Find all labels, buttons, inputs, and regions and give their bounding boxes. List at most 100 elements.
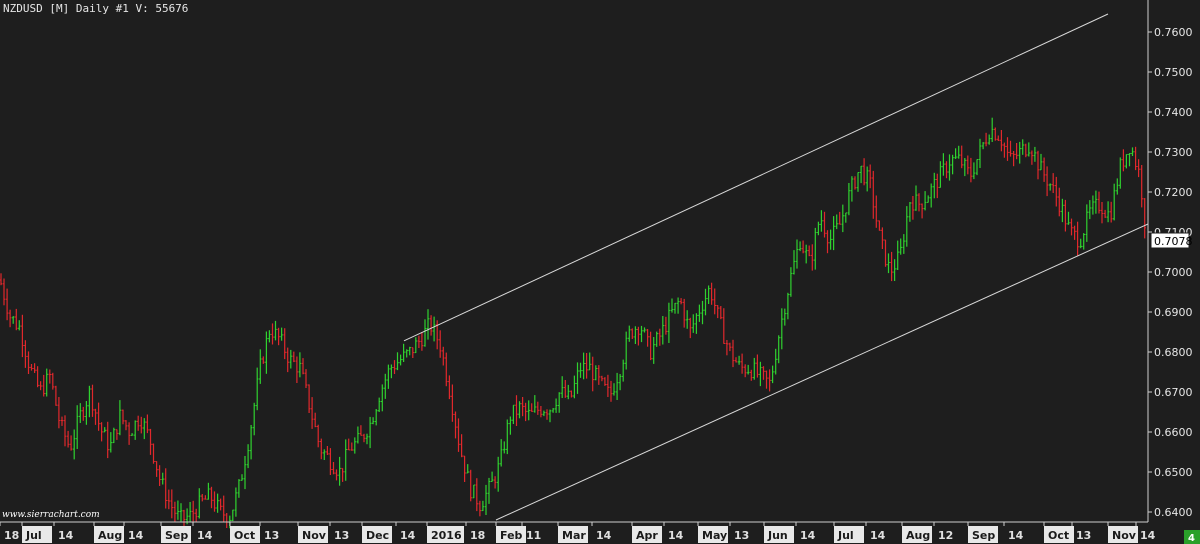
ohlc-bar bbox=[216, 493, 219, 513]
ohlc-bar bbox=[198, 488, 201, 519]
ohlc-bar bbox=[1125, 154, 1128, 169]
ohlc-bar bbox=[1140, 165, 1143, 208]
time-tick-box bbox=[94, 526, 124, 543]
ohlc-bar bbox=[679, 298, 683, 305]
ohlc-bar bbox=[939, 161, 942, 188]
ohlc-bar bbox=[1128, 153, 1131, 167]
ohlc-bar bbox=[1079, 238, 1082, 249]
ohlc-bar bbox=[295, 356, 299, 383]
ohlc-bar bbox=[246, 444, 250, 469]
ohlc-bar bbox=[933, 172, 936, 199]
ohlc-bar bbox=[1045, 166, 1049, 197]
ohlc-bar bbox=[243, 456, 247, 490]
ohlc-bar bbox=[643, 327, 646, 333]
ohlc-bar bbox=[609, 380, 613, 402]
ohlc-bar bbox=[210, 486, 213, 509]
ohlc-bar bbox=[975, 159, 979, 176]
channel-lower-line[interactable] bbox=[495, 223, 1149, 521]
price-tick-label: 0.7300 bbox=[1154, 146, 1193, 159]
ohlc-bar bbox=[140, 416, 143, 434]
ohlc-bar bbox=[731, 339, 735, 368]
time-axis[interactable]: 18 Jul 14 Aug 14 Sep 14 Oct 13 Nov 13 Dec 14 2016 18 Fe… bbox=[0, 521, 1156, 543]
price-tick-label: 0.7600 bbox=[1154, 26, 1193, 39]
ohlc-bar bbox=[853, 176, 857, 190]
time-tick-label: 14 bbox=[870, 529, 886, 542]
time-tick-box bbox=[427, 526, 464, 543]
ohlc-bar bbox=[384, 373, 387, 399]
ohlc-bar bbox=[917, 193, 921, 212]
ohlc-bar bbox=[1051, 173, 1055, 193]
ohlc-bar bbox=[170, 489, 174, 519]
time-tick-box bbox=[1044, 526, 1074, 543]
ohlc-bar bbox=[585, 353, 588, 379]
ohlc-bar bbox=[66, 430, 70, 448]
ohlc-bar bbox=[414, 337, 418, 354]
ohlc-bar bbox=[838, 211, 841, 225]
ohlc-bar bbox=[856, 172, 860, 192]
ohlc-bar bbox=[859, 165, 863, 184]
time-tick-box bbox=[230, 526, 260, 543]
time-tick-label: Dec bbox=[366, 529, 389, 542]
ohlc-bar bbox=[127, 422, 131, 445]
ohlc-bar bbox=[146, 414, 149, 434]
ohlc-bar bbox=[88, 385, 91, 418]
ohlc-bar bbox=[320, 438, 323, 460]
ohlc-bar bbox=[847, 183, 851, 216]
ohlc-bar bbox=[774, 348, 777, 375]
ohlc-bar bbox=[896, 240, 899, 270]
ohlc-bar bbox=[304, 369, 308, 388]
ohlc-bar bbox=[795, 239, 799, 269]
time-tick-label: Jul bbox=[837, 529, 854, 542]
ohlc-bar bbox=[1015, 143, 1018, 160]
ohlc-bar bbox=[911, 196, 915, 220]
ohlc-bar bbox=[920, 203, 924, 219]
ohlc-bar bbox=[981, 142, 985, 150]
ohlc-bar bbox=[560, 376, 564, 398]
ohlc-bar bbox=[841, 204, 845, 233]
ohlc-bar bbox=[722, 308, 726, 344]
ohlc-bar bbox=[1073, 225, 1076, 240]
ohlc-bar bbox=[963, 158, 967, 177]
ohlc-bar bbox=[323, 449, 326, 460]
ohlc-bar bbox=[417, 335, 421, 348]
ohlc-bar bbox=[957, 145, 960, 159]
ohlc-bar bbox=[33, 363, 36, 373]
ohlc-bar bbox=[628, 325, 631, 342]
ohlc-bar bbox=[789, 267, 793, 297]
ohlc-bar bbox=[771, 365, 774, 384]
ohlc-bar bbox=[832, 216, 835, 251]
time-tick-box bbox=[298, 526, 328, 543]
ohlc-bar bbox=[829, 229, 832, 250]
ohlc-bar bbox=[268, 330, 271, 343]
ohlc-bar bbox=[207, 482, 210, 500]
ohlc-bar bbox=[1094, 190, 1098, 214]
ohlc-bar bbox=[591, 356, 594, 392]
corner-badge[interactable]: 4 bbox=[1184, 530, 1200, 544]
ohlc-bar bbox=[1012, 151, 1015, 167]
ohlc-bar bbox=[405, 349, 408, 358]
ohlc-bar bbox=[103, 427, 106, 433]
channel-upper-line[interactable] bbox=[403, 13, 1109, 342]
ohlc-bar bbox=[548, 409, 552, 423]
ohlc-bar bbox=[792, 250, 796, 275]
time-tick-box bbox=[161, 526, 191, 543]
ohlc-bar bbox=[191, 500, 195, 522]
time-tick-box bbox=[22, 526, 52, 543]
ohlc-bar bbox=[746, 364, 750, 375]
ohlc-bar bbox=[1058, 187, 1061, 217]
ohlc-bar bbox=[649, 331, 652, 361]
ohlc-bar bbox=[466, 464, 469, 474]
ohlc-bar bbox=[106, 421, 109, 459]
ohlc-bar bbox=[579, 362, 582, 378]
ohlc-bar bbox=[201, 494, 204, 502]
ohlc-bar bbox=[844, 212, 848, 223]
price-tick-label: 0.6400 bbox=[1154, 506, 1193, 519]
trend-channel[interactable] bbox=[403, 13, 1149, 521]
ohlc-bar bbox=[1137, 159, 1140, 178]
ohlc-bar bbox=[692, 314, 695, 333]
ohlc-bar bbox=[1000, 130, 1003, 152]
ohlc-bar bbox=[14, 308, 18, 331]
time-tick-box bbox=[1108, 526, 1138, 543]
ohlc-bar bbox=[469, 469, 472, 502]
